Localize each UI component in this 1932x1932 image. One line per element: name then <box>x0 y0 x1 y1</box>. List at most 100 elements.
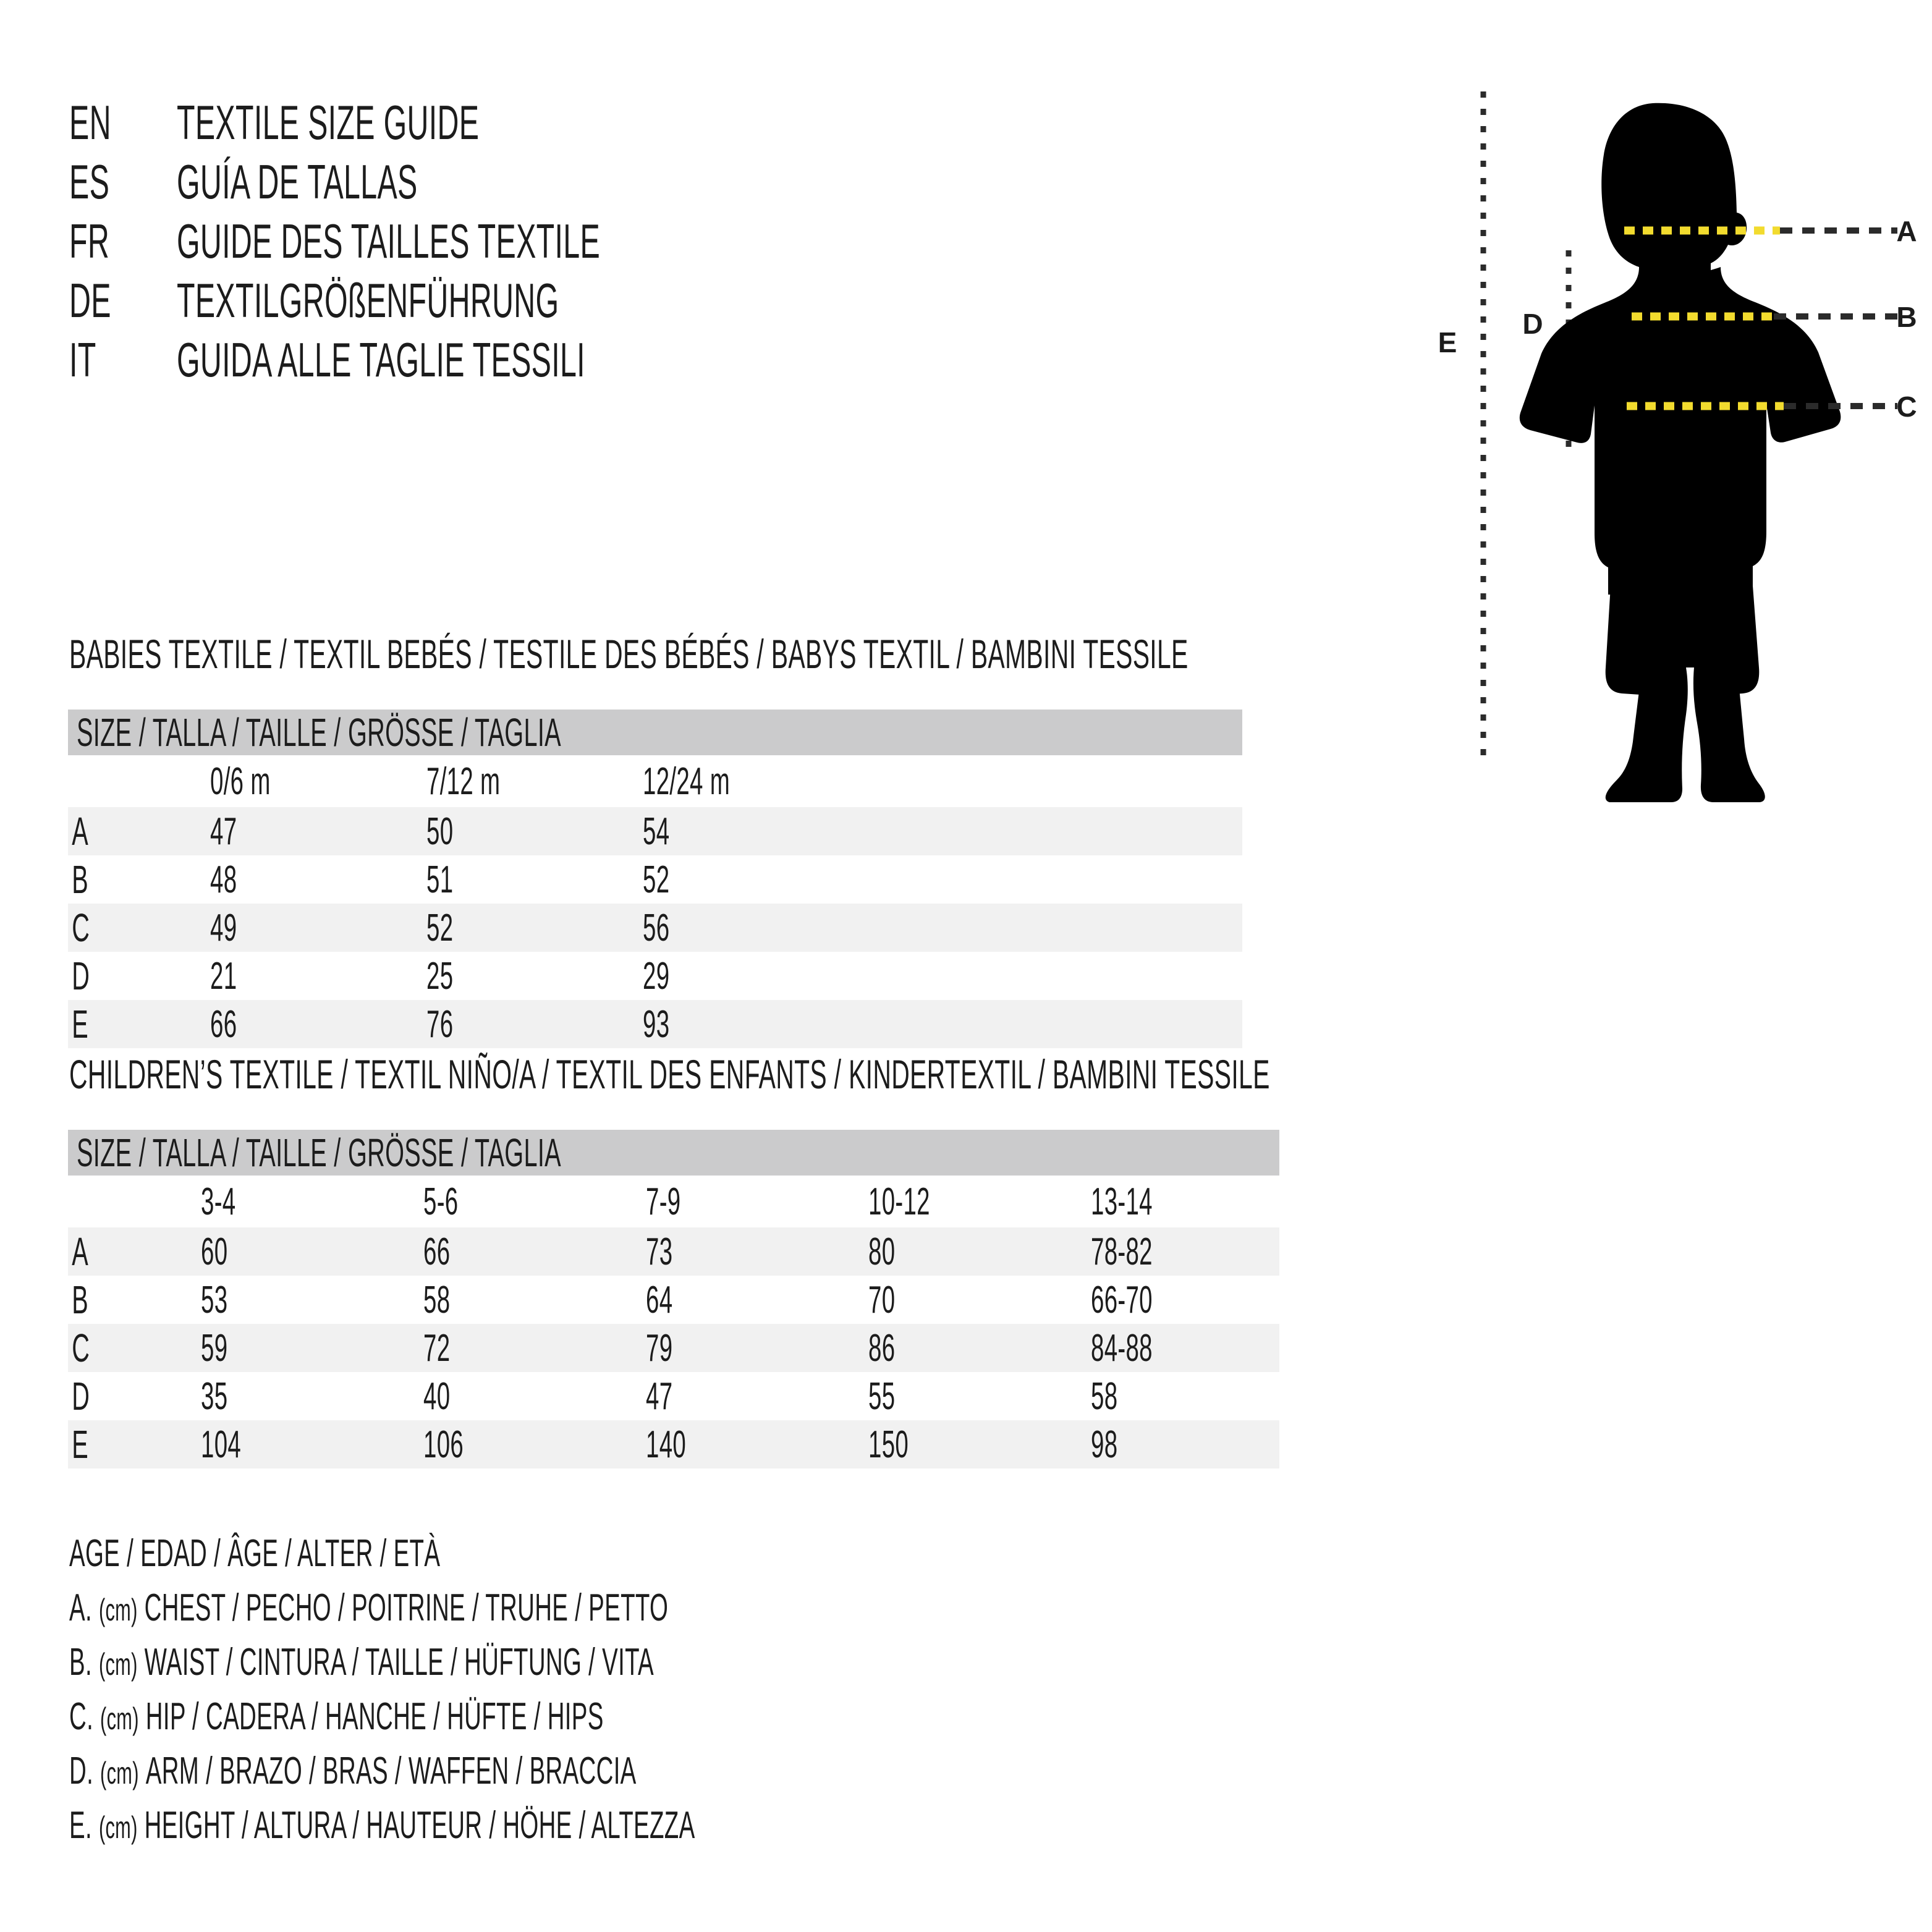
children-cell-b-0: 53 <box>176 1276 399 1324</box>
language-title-de: TEXTILGRÖßENFÜHRUNG <box>177 273 559 328</box>
language-title-it: GUIDA ALLE TAGLIE TESSILI <box>177 333 586 387</box>
babies-table-band: SIZE / TALLA / TAILLE / GRÖSSE / TAGLIA <box>68 710 1242 755</box>
children-cell-a-0: 60 <box>176 1227 399 1276</box>
table-row: B 53 58 64 70 66-70 <box>68 1276 1280 1324</box>
legend-item-a: A. (cm) CHEST / PECHO / POITRINE / TRUHE… <box>69 1581 1058 1635</box>
children-cell-e-4: 98 <box>1066 1420 1280 1468</box>
legend-item-d: D. (cm) ARM / BRAZO / BRAS / WAFFEN / BR… <box>69 1744 1058 1799</box>
legend-key-a: A. <box>69 1587 92 1629</box>
children-col-4: 13-14 <box>1066 1176 1280 1227</box>
babies-cell-d-0: 21 <box>185 952 402 1000</box>
legend-unit-e: (cm) <box>98 1810 138 1845</box>
legend-text-b: WAIST / CINTURA / TAILLE / HÜFTUNG / VIT… <box>144 1641 654 1684</box>
legend-text-d: ARM / BRAZO / BRAS / WAFFEN / BRACCIA <box>145 1750 637 1792</box>
babies-col-2: 12/24 m <box>618 755 834 807</box>
children-row-label-d: D <box>68 1372 176 1420</box>
babies-row-label-d: D <box>68 952 185 1000</box>
legend-item-c: C. (cm) HIP / CADERA / HANCHE / HÜFTE / … <box>69 1690 1058 1744</box>
language-code-es: ES <box>69 155 110 209</box>
language-row-fr: FR GUIDE DES TAILLES TEXTILE <box>69 211 1058 271</box>
legend-key-b: B. <box>69 1641 92 1684</box>
children-cell-d-3: 55 <box>844 1372 1066 1420</box>
babies-cell-a-0: 47 <box>185 807 402 855</box>
babies-cell-a-filler <box>834 807 1242 855</box>
children-cell-a-2: 73 <box>621 1227 844 1276</box>
table-row: D 35 40 47 55 58 <box>68 1372 1280 1420</box>
children-cell-e-1: 106 <box>399 1420 621 1468</box>
babies-cell-e-0: 66 <box>185 1000 402 1048</box>
language-row-en: EN TEXTILE SIZE GUIDE <box>69 93 1058 152</box>
children-col-3: 10-12 <box>844 1176 1066 1227</box>
children-col-1: 5-6 <box>399 1176 621 1227</box>
children-row-label-c: C <box>68 1324 176 1372</box>
legend-key-e: E. <box>69 1804 92 1847</box>
children-cell-d-1: 40 <box>399 1372 621 1420</box>
figure-label-a: A <box>1896 215 1917 247</box>
babies-cell-d-2: 29 <box>618 952 834 1000</box>
table-row: D 21 25 29 <box>68 952 1242 1000</box>
children-cell-e-0: 104 <box>176 1420 399 1468</box>
babies-row-label-e: E <box>68 1000 185 1048</box>
language-code-it: IT <box>69 333 96 387</box>
babies-col-0: 0/6 m <box>185 755 402 807</box>
language-code-en: EN <box>69 95 111 150</box>
children-column-header-row: 3-4 5-6 7-9 10-12 13-14 <box>68 1176 1280 1227</box>
babies-row-label-b: B <box>68 855 185 904</box>
children-cell-d-0: 35 <box>176 1372 399 1420</box>
children-cell-a-1: 66 <box>399 1227 621 1276</box>
language-code-de: DE <box>69 273 111 328</box>
table-row: A 47 50 54 <box>68 807 1242 855</box>
table-row: B 48 51 52 <box>68 855 1242 904</box>
figure-label-e: E <box>1438 326 1457 358</box>
children-table-band: SIZE / TALLA / TAILLE / GRÖSSE / TAGLIA <box>68 1130 1280 1176</box>
babies-corner-cell <box>68 755 185 807</box>
babies-cell-e-filler <box>834 1000 1242 1048</box>
table-row: A 60 66 73 80 78-82 <box>68 1227 1280 1276</box>
language-row-de: DE TEXTILGRÖßENFÜHRUNG <box>69 271 1058 330</box>
legend-text-e: HEIGHT / ALTURA / HAUTEUR / HÖHE / ALTEZ… <box>144 1804 695 1847</box>
legend-heading: AGE / EDAD / ÂGE / ALTER / ETÀ <box>69 1532 441 1575</box>
babies-size-table: SIZE / TALLA / TAILLE / GRÖSSE / TAGLIA … <box>68 710 1242 1048</box>
babies-cell-c-1: 52 <box>402 904 618 952</box>
measurement-figure: A B C D E <box>1409 74 1932 803</box>
children-cell-a-4: 78-82 <box>1066 1227 1280 1276</box>
children-cell-c-2: 79 <box>621 1324 844 1372</box>
legend-item-e: E. (cm) HEIGHT / ALTURA / HAUTEUR / HÖHE… <box>69 1799 1058 1853</box>
figure-label-b: B <box>1896 301 1917 333</box>
children-cell-e-2: 140 <box>621 1420 844 1468</box>
children-cell-e-3: 150 <box>844 1420 1066 1468</box>
children-cell-c-4: 84-88 <box>1066 1324 1280 1372</box>
language-title-es: GUÍA DE TALLAS <box>177 155 418 209</box>
language-title-en: TEXTILE SIZE GUIDE <box>177 95 480 150</box>
babies-row-label-c: C <box>68 904 185 952</box>
children-cell-c-1: 72 <box>399 1324 621 1372</box>
legend-unit-c: (cm) <box>100 1701 139 1736</box>
table-row: E 104 106 140 150 98 <box>68 1420 1280 1468</box>
babies-col-1: 7/12 m <box>402 755 618 807</box>
children-row-label-a: A <box>68 1227 176 1276</box>
table-row: C 59 72 79 86 84-88 <box>68 1324 1280 1372</box>
babies-section-title: BABIES TEXTILE / TEXTIL BEBÉS / TESTILE … <box>69 631 1188 677</box>
legend-item-b: B. (cm) WAIST / CINTURA / TAILLE / HÜFTU… <box>69 1635 1058 1690</box>
babies-col-filler <box>834 755 1242 807</box>
children-cell-b-1: 58 <box>399 1276 621 1324</box>
language-code-fr: FR <box>69 214 110 268</box>
children-cell-b-2: 64 <box>621 1276 844 1324</box>
babies-cell-a-1: 50 <box>402 807 618 855</box>
children-col-2: 7-9 <box>621 1176 844 1227</box>
babies-cell-b-0: 48 <box>185 855 402 904</box>
children-cell-c-3: 86 <box>844 1324 1066 1372</box>
legend-key-d: D. <box>69 1750 94 1792</box>
babies-cell-c-filler <box>834 904 1242 952</box>
language-row-it: IT GUIDA ALLE TAGLIE TESSILI <box>69 330 1058 389</box>
babies-band-label: SIZE / TALLA / TAILLE / GRÖSSE / TAGLIA <box>77 710 561 755</box>
figure-label-d: D <box>1522 308 1543 340</box>
babies-cell-c-2: 56 <box>618 904 834 952</box>
children-cell-a-3: 80 <box>844 1227 1066 1276</box>
children-cell-c-0: 59 <box>176 1324 399 1372</box>
babies-cell-d-1: 25 <box>402 952 618 1000</box>
language-header: EN TEXTILE SIZE GUIDE ES GUÍA DE TALLAS … <box>69 93 1058 389</box>
children-cell-d-4: 58 <box>1066 1372 1280 1420</box>
language-title-fr: GUIDE DES TAILLES TEXTILE <box>177 214 601 268</box>
babies-cell-c-0: 49 <box>185 904 402 952</box>
